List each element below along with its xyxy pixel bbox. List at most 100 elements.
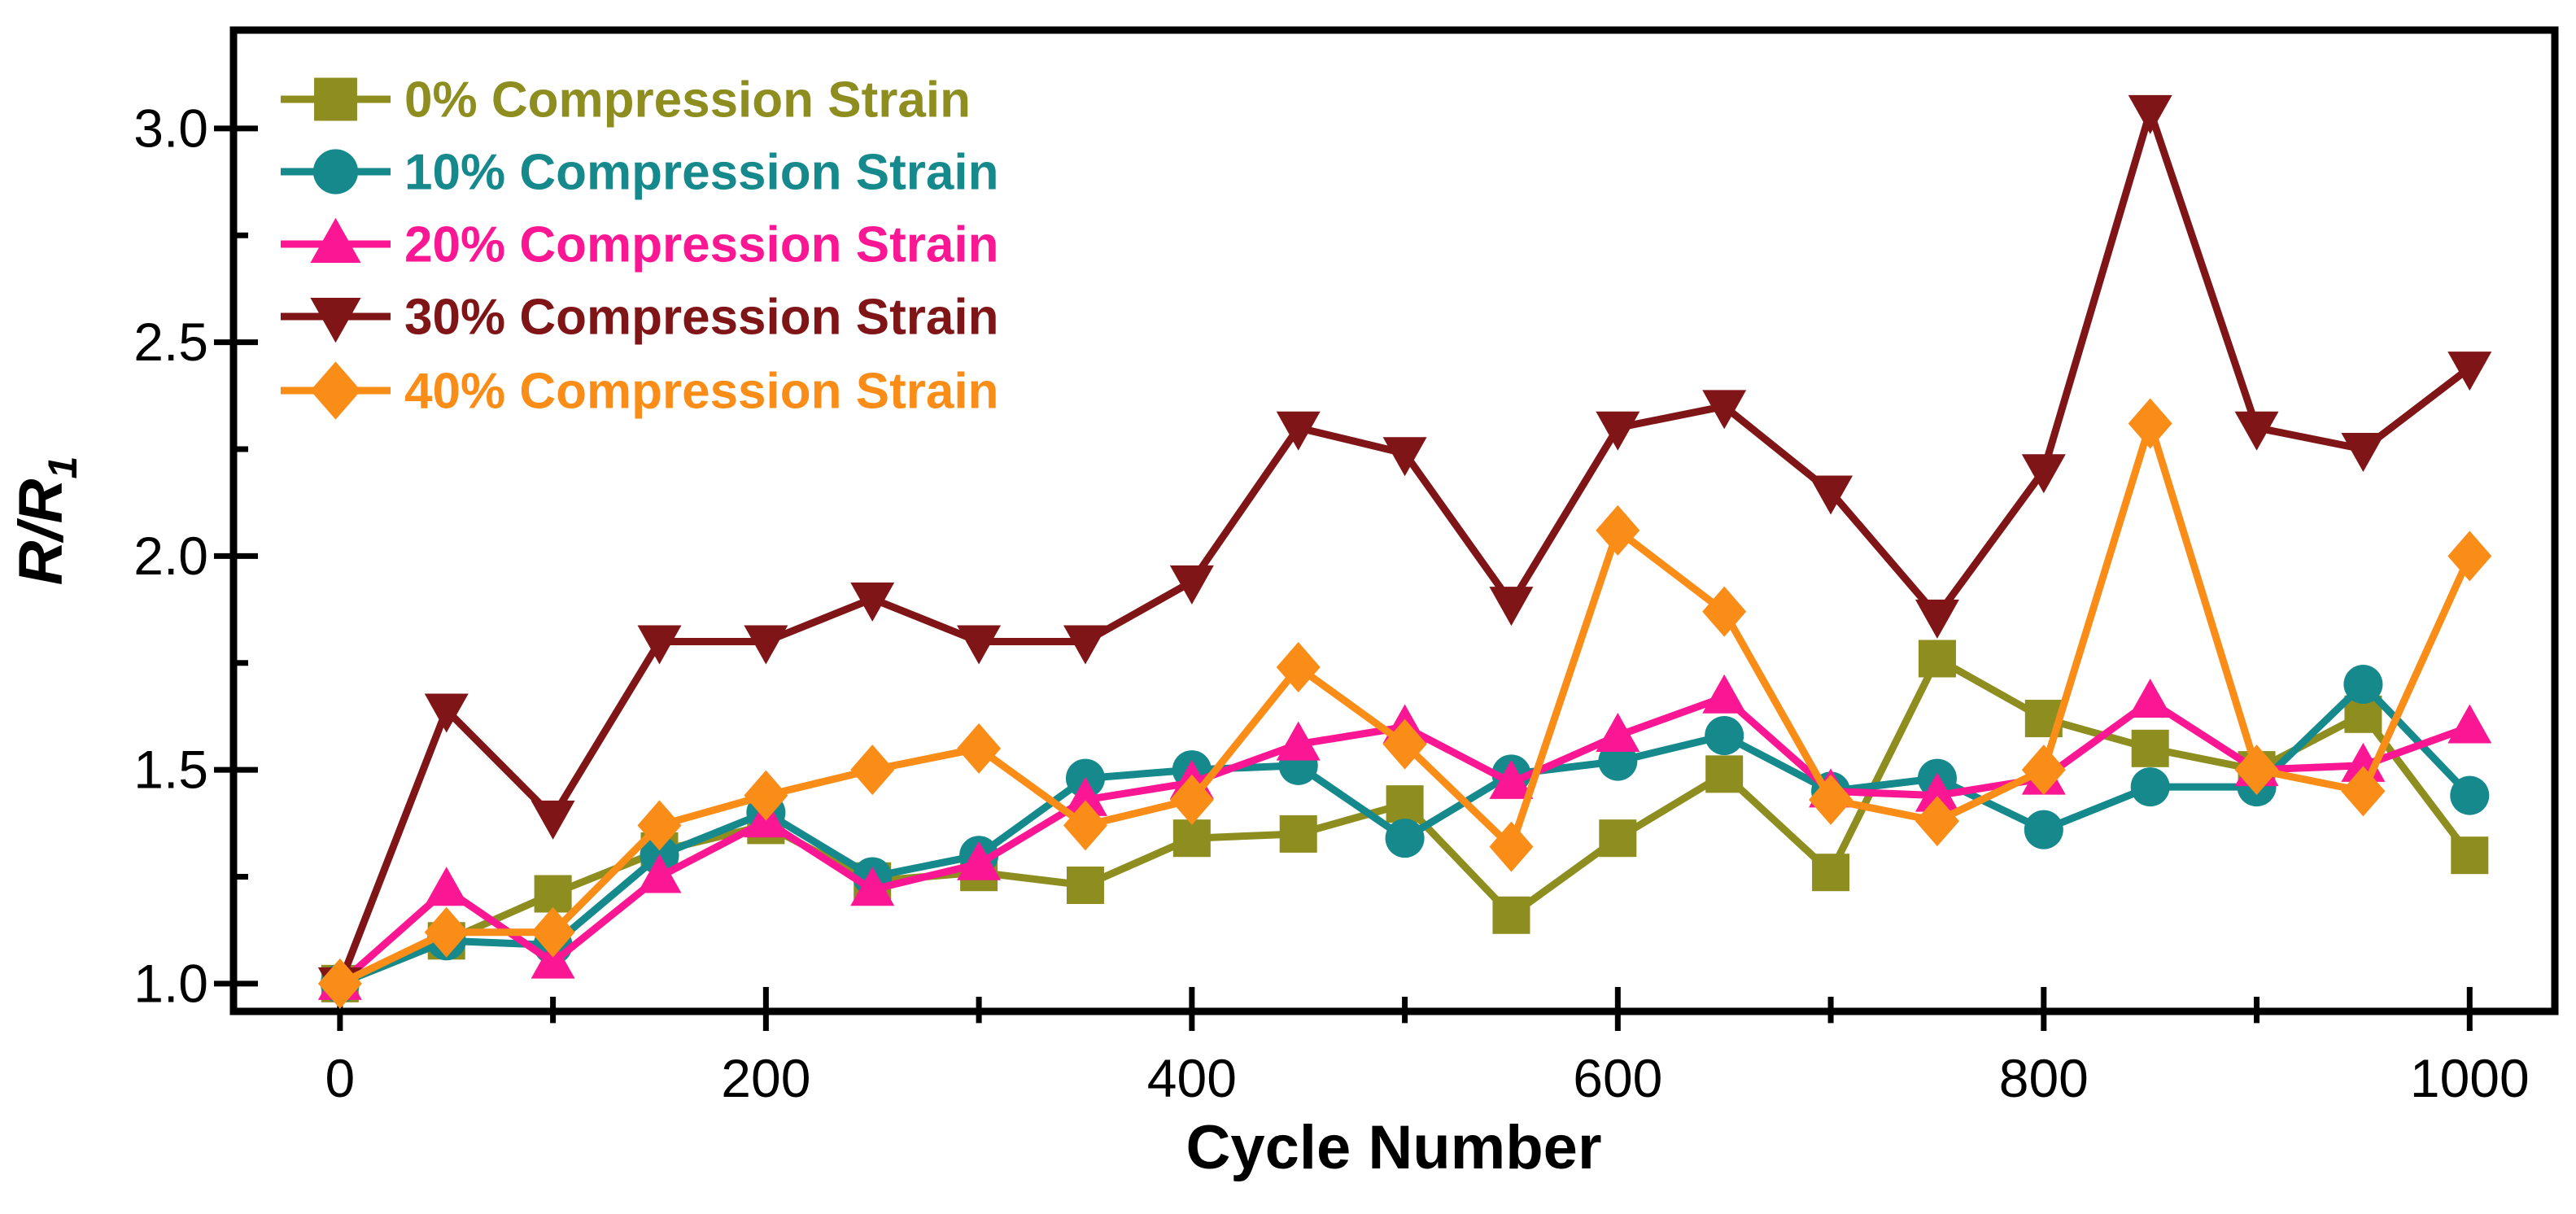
marker-20pct bbox=[1276, 721, 1321, 761]
marker-20pct bbox=[530, 939, 575, 979]
marker-40pct bbox=[2341, 766, 2386, 817]
square-icon bbox=[314, 77, 357, 121]
marker-40pct bbox=[1276, 641, 1321, 692]
marker-30pct bbox=[1276, 411, 1321, 451]
x-tick-label: 800 bbox=[1999, 1048, 2089, 1108]
y-tick-label: 1.5 bbox=[133, 740, 208, 800]
marker-20pct bbox=[424, 867, 469, 906]
legend-item-0pct: 0% Compression Strain bbox=[281, 72, 971, 129]
legend-label-0pct: 0% Compression Strain bbox=[404, 72, 971, 129]
marker-0pct bbox=[1386, 785, 1424, 823]
marker-40pct bbox=[530, 906, 575, 958]
marker-40pct bbox=[1063, 800, 1107, 851]
marker-0pct bbox=[1066, 866, 1104, 904]
series-30pct bbox=[317, 94, 2492, 1007]
marker-20pct bbox=[957, 841, 1002, 880]
marker-30pct bbox=[1169, 565, 1214, 605]
y-tick-label: 2.0 bbox=[133, 526, 208, 586]
marker-30pct bbox=[1489, 587, 1534, 627]
marker-20pct bbox=[1489, 759, 1534, 799]
diamond-icon bbox=[310, 361, 361, 420]
marker-40pct bbox=[1596, 504, 1640, 556]
series-40pct bbox=[317, 398, 2492, 1009]
marker-0pct bbox=[1812, 854, 1850, 892]
marker-20pct bbox=[2128, 679, 2172, 718]
marker-40pct bbox=[424, 906, 469, 958]
x-tick-label: 400 bbox=[1147, 1048, 1237, 1108]
marker-0pct bbox=[1279, 814, 1317, 853]
y-axis-title-main: R/R bbox=[7, 478, 76, 585]
marker-0pct bbox=[1172, 819, 1211, 858]
marker-40pct bbox=[1915, 796, 1959, 847]
marker-30pct bbox=[744, 625, 788, 665]
y-tick-label: 3.0 bbox=[133, 98, 208, 158]
marker-20pct bbox=[850, 867, 895, 906]
y-tick-label: 1.0 bbox=[133, 953, 208, 1013]
marker-0pct bbox=[1705, 755, 1744, 793]
marker-30pct bbox=[1809, 475, 1853, 515]
marker-40pct bbox=[2128, 398, 2172, 449]
marker-40pct bbox=[2021, 745, 2066, 796]
marker-40pct bbox=[2447, 531, 2492, 582]
y-axis-title-subscript: 1 bbox=[40, 456, 85, 479]
marker-20pct bbox=[637, 854, 682, 893]
marker-10pct bbox=[2024, 810, 2063, 849]
legend-label-30pct: 30% Compression Strain bbox=[404, 290, 998, 346]
marker-0pct bbox=[534, 875, 572, 913]
marker-30pct bbox=[957, 625, 1002, 665]
marker-0pct bbox=[2131, 729, 2169, 767]
marker-30pct bbox=[850, 582, 895, 622]
marker-30pct bbox=[1382, 437, 1427, 477]
marker-10pct bbox=[1705, 716, 1744, 756]
legend-item-10pct: 10% Compression Strain bbox=[281, 145, 998, 201]
marker-10pct bbox=[2130, 767, 2170, 807]
marker-10pct bbox=[2343, 665, 2383, 704]
marker-40pct bbox=[1809, 774, 1853, 825]
marker-0pct bbox=[1492, 896, 1530, 934]
x-tick-label: 1000 bbox=[2410, 1048, 2530, 1108]
marker-40pct bbox=[850, 745, 895, 796]
marker-10pct bbox=[1385, 819, 1425, 858]
marker-40pct bbox=[744, 770, 788, 821]
x-tick-label: 600 bbox=[1573, 1048, 1662, 1108]
legend: 0% Compression Strain 10% Compression Str… bbox=[281, 72, 998, 420]
marker-30pct bbox=[2341, 432, 2386, 472]
marker-20pct bbox=[1702, 674, 1747, 714]
marker-30pct bbox=[1702, 390, 1747, 430]
marker-40pct bbox=[637, 800, 682, 851]
y-axis-title: R/R1 bbox=[7, 456, 85, 586]
marker-30pct bbox=[2447, 352, 2492, 391]
x-tick-label: 0 bbox=[325, 1048, 356, 1108]
marker-40pct bbox=[1382, 718, 1427, 770]
marker-30pct bbox=[530, 800, 575, 840]
marker-20pct bbox=[2447, 704, 2492, 744]
marker-40pct bbox=[957, 723, 1002, 774]
legend-label-20pct: 20% Compression Strain bbox=[404, 217, 998, 273]
marker-0pct bbox=[2451, 836, 2489, 875]
ticks bbox=[214, 125, 2473, 1031]
marker-40pct bbox=[317, 958, 362, 1009]
x-axis-title: Cycle Number bbox=[1185, 1113, 1601, 1182]
legend-item-30pct: 30% Compression Strain bbox=[281, 290, 998, 346]
marker-40pct bbox=[1489, 821, 1534, 872]
marker-30pct bbox=[1063, 625, 1107, 665]
marker-40pct bbox=[2234, 745, 2279, 796]
marker-40pct bbox=[1702, 586, 1747, 637]
legend-label-10pct: 10% Compression Strain bbox=[404, 145, 998, 201]
marker-30pct bbox=[2234, 411, 2279, 451]
marker-30pct bbox=[424, 693, 469, 733]
marker-30pct bbox=[637, 625, 682, 665]
marker-30pct bbox=[1596, 411, 1640, 451]
marker-40pct bbox=[1169, 774, 1214, 825]
circle-icon bbox=[312, 149, 359, 194]
marker-30pct bbox=[1915, 599, 1959, 639]
triangle-down-icon bbox=[310, 298, 361, 343]
marker-0pct bbox=[1918, 640, 1956, 678]
marker-20pct bbox=[1915, 772, 1959, 812]
triangle-up-icon bbox=[310, 217, 361, 263]
x-tick-label: 200 bbox=[721, 1048, 810, 1108]
legend-item-20pct: 20% Compression Strain bbox=[281, 217, 998, 273]
marker-20pct bbox=[1063, 776, 1107, 816]
